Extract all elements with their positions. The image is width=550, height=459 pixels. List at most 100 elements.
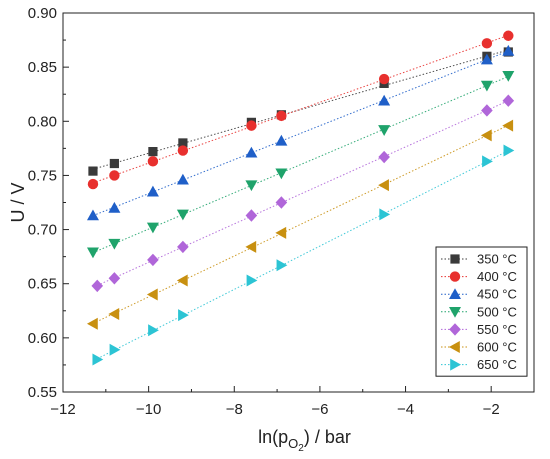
data-point [379, 208, 391, 221]
fit-lines [92, 34, 509, 360]
data-point [378, 125, 391, 136]
series-markers [91, 94, 515, 293]
data-point [109, 158, 119, 169]
legend-label: 500 °C [477, 304, 517, 319]
data-point [503, 30, 514, 41]
data-point [109, 170, 120, 181]
data-point [503, 144, 515, 157]
data-point [502, 71, 515, 82]
legend-marker [449, 288, 461, 299]
data-point [177, 240, 189, 254]
data-point [480, 129, 492, 142]
data-point [86, 247, 99, 259]
y-tick-label: 0.75 [28, 167, 57, 184]
x-tick-label: −10 [136, 401, 161, 418]
data-point [275, 226, 287, 239]
data-point [245, 146, 258, 158]
data-point [148, 324, 159, 337]
data-point [275, 134, 288, 146]
legend-marker [449, 323, 461, 336]
data-point [177, 145, 189, 156]
x-axis-title-sub: O [288, 436, 298, 451]
y-tick-label: 0.60 [28, 330, 57, 347]
data-point [246, 120, 257, 131]
data-point [86, 317, 98, 330]
x-tick-label: −2 [483, 401, 500, 418]
data-point [482, 155, 493, 168]
x-axis-title-subsub: 2 [298, 443, 304, 454]
data-point [480, 53, 493, 65]
legend-marker [449, 271, 461, 282]
y-tick-label: 0.55 [28, 384, 57, 401]
data-point [108, 308, 120, 321]
y-tick-label: 0.90 [28, 5, 57, 22]
data-point [146, 222, 159, 234]
fit-line [92, 76, 509, 254]
data-point [502, 44, 515, 56]
data-point [176, 209, 189, 221]
data-point [245, 209, 258, 222]
data-point [481, 38, 493, 49]
legend-marker [449, 341, 460, 353]
y-tick-label: 0.65 [28, 276, 57, 293]
data-point [502, 94, 515, 107]
y-tick-label: 0.85 [28, 59, 57, 76]
series-markers [87, 30, 514, 190]
data-point [108, 201, 121, 213]
legend: 350 °C 400 °C 450 °C 500 °C 550 °C 600 °C 650 … [435, 246, 528, 377]
x-tick-label: −8 [226, 401, 243, 418]
data-point [176, 274, 188, 287]
data-point [147, 253, 159, 267]
legend-marker [449, 307, 461, 318]
data-point [480, 80, 493, 92]
legend-label: 650 °C [477, 357, 517, 372]
data-point [176, 173, 189, 185]
x-axis-title-tail: ) / bar [304, 427, 351, 447]
data-point [275, 196, 288, 209]
data-point [146, 185, 159, 197]
data-point [276, 259, 288, 272]
data-point [109, 343, 121, 356]
legend-label: 600 °C [477, 340, 517, 355]
data-point [92, 353, 104, 366]
data-point [87, 178, 99, 190]
data-point [108, 272, 121, 285]
y-tick-label: 0.70 [28, 222, 57, 239]
data-markers [86, 30, 515, 366]
x-tick-label: −4 [397, 401, 414, 418]
data-point [91, 279, 104, 293]
data-point [108, 238, 121, 250]
x-tick-label: −6 [311, 401, 328, 418]
legend-label: 550 °C [477, 322, 517, 337]
data-point [481, 104, 493, 117]
data-point [245, 180, 258, 192]
data-point [146, 288, 158, 301]
x-axis-ticks: −12 −10 −8 −6 −4 −2 [50, 386, 535, 418]
legend-label: 350 °C [477, 252, 517, 267]
data-point [378, 73, 390, 85]
data-point [378, 179, 389, 192]
y-axis-ticks: 0.55 0.60 0.65 0.70 0.75 0.80 0.85 0.90 [28, 5, 69, 401]
series-markers [92, 144, 515, 366]
data-point [378, 94, 391, 106]
data-point [378, 150, 390, 164]
data-point [147, 156, 159, 167]
data-point [178, 309, 189, 322]
x-axis-title: ln(pO2) / bar [258, 427, 351, 454]
legend-marker [450, 254, 460, 264]
data-point [275, 168, 288, 180]
data-point [88, 166, 98, 176]
data-point [246, 274, 258, 287]
series-markers [86, 44, 515, 221]
data-point [148, 147, 158, 157]
data-point [245, 240, 257, 253]
data-point [276, 110, 287, 122]
y-axis-title: U / V [8, 182, 28, 222]
series-markers [86, 71, 515, 259]
data-point [502, 119, 514, 132]
legend-label: 450 °C [477, 287, 517, 302]
legend-marker [450, 358, 461, 371]
fit-line [92, 50, 509, 217]
